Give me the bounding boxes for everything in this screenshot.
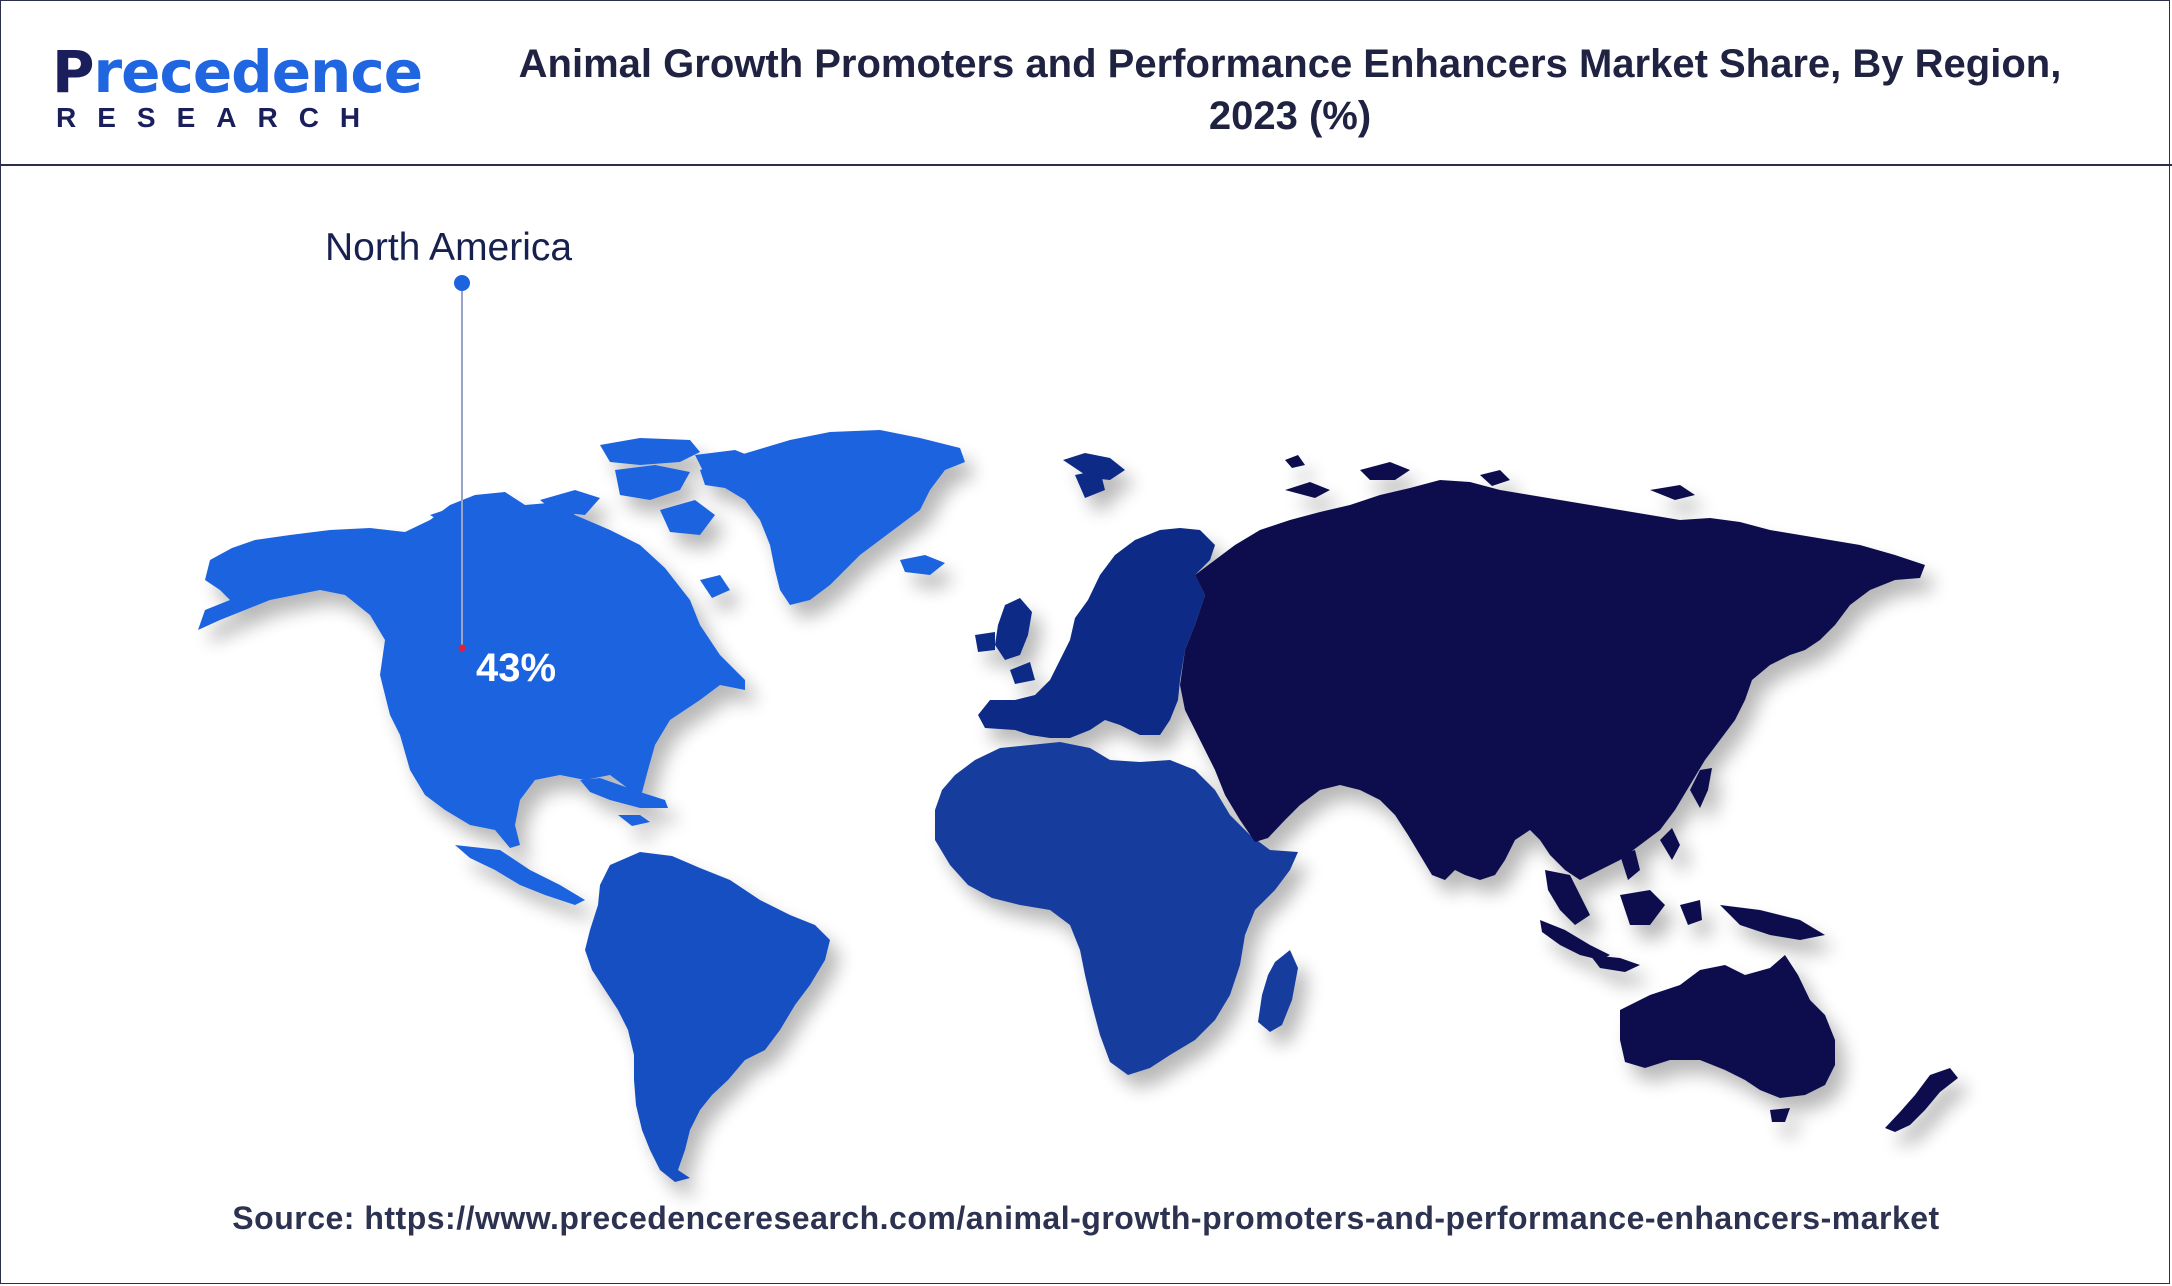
logo-wordmark-rest: recedence xyxy=(93,38,424,106)
precedence-research-logo: Precedence RESEARCH xyxy=(52,40,423,135)
north-america-label: North America xyxy=(325,226,573,269)
north-america-share-value: 43% xyxy=(476,646,557,690)
chart-title-line-2: 2023 (%) xyxy=(1208,94,1372,138)
logo-initial: P xyxy=(52,38,95,106)
chart-title: Animal Growth Promoters and Performance … xyxy=(480,38,2100,142)
logo-wordmark: Precedence xyxy=(52,38,424,106)
region-north-america xyxy=(198,430,965,905)
chart-title-line-1: Animal Growth Promoters and Performance … xyxy=(518,42,2062,86)
world-map xyxy=(198,275,1958,1182)
region-europe xyxy=(975,453,1215,738)
north-america-callout xyxy=(454,275,470,652)
logo-subtitle: RESEARCH xyxy=(56,102,382,133)
region-africa xyxy=(935,742,1298,1075)
region-latin-america xyxy=(585,852,830,1182)
callout-top-dot xyxy=(454,275,470,291)
callout-anchor-dot xyxy=(458,644,466,652)
region-asia-pacific xyxy=(1180,455,1958,1132)
header-bar: Precedence RESEARCH Animal Growth Promot… xyxy=(0,0,2172,166)
source-footnote: Source: https://www.precedenceresearch.c… xyxy=(232,1200,1940,1236)
